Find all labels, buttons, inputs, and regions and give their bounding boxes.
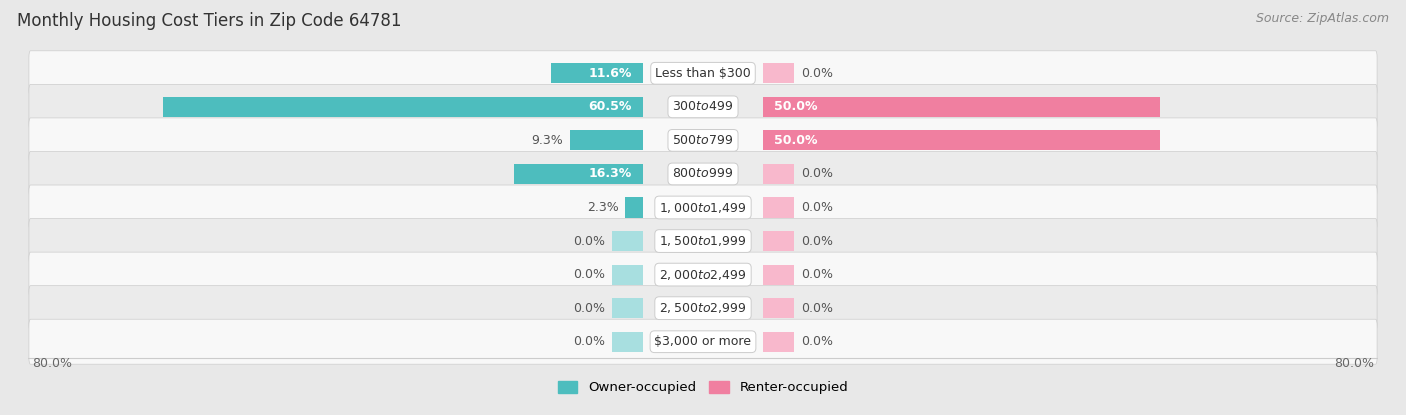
- Bar: [762, 63, 794, 83]
- FancyBboxPatch shape: [30, 319, 1376, 364]
- Text: 0.0%: 0.0%: [800, 201, 832, 214]
- Text: $2,000 to $2,499: $2,000 to $2,499: [659, 268, 747, 282]
- Text: Monthly Housing Cost Tiers in Zip Code 64781: Monthly Housing Cost Tiers in Zip Code 6…: [17, 12, 401, 30]
- FancyBboxPatch shape: [30, 51, 1376, 96]
- Text: 0.0%: 0.0%: [800, 268, 832, 281]
- Text: 0.0%: 0.0%: [574, 302, 606, 315]
- Bar: [551, 63, 644, 83]
- FancyBboxPatch shape: [30, 252, 1376, 297]
- Text: 0.0%: 0.0%: [800, 67, 832, 80]
- Text: $500 to $799: $500 to $799: [672, 134, 734, 147]
- Text: 0.0%: 0.0%: [800, 234, 832, 248]
- FancyBboxPatch shape: [30, 84, 1376, 129]
- Bar: [762, 332, 794, 352]
- Bar: [515, 164, 644, 184]
- Bar: [762, 130, 1160, 151]
- FancyBboxPatch shape: [30, 219, 1376, 264]
- Text: 11.6%: 11.6%: [588, 67, 631, 80]
- Bar: [612, 264, 644, 285]
- Text: 0.0%: 0.0%: [800, 302, 832, 315]
- FancyBboxPatch shape: [30, 185, 1376, 230]
- FancyBboxPatch shape: [30, 118, 1376, 163]
- Text: 60.5%: 60.5%: [588, 100, 631, 113]
- Bar: [762, 264, 794, 285]
- Text: $1,000 to $1,499: $1,000 to $1,499: [659, 200, 747, 215]
- Text: 50.0%: 50.0%: [775, 134, 818, 147]
- Text: 0.0%: 0.0%: [574, 268, 606, 281]
- Bar: [762, 298, 794, 318]
- Text: 0.0%: 0.0%: [574, 234, 606, 248]
- Text: 16.3%: 16.3%: [588, 167, 631, 181]
- Text: $800 to $999: $800 to $999: [672, 167, 734, 181]
- Text: $1,500 to $1,999: $1,500 to $1,999: [659, 234, 747, 248]
- FancyBboxPatch shape: [30, 151, 1376, 196]
- Legend: Owner-occupied, Renter-occupied: Owner-occupied, Renter-occupied: [553, 376, 853, 400]
- Text: $2,500 to $2,999: $2,500 to $2,999: [659, 301, 747, 315]
- Text: 0.0%: 0.0%: [800, 167, 832, 181]
- Bar: [626, 198, 644, 217]
- Text: 9.3%: 9.3%: [531, 134, 564, 147]
- Bar: [762, 198, 794, 217]
- Text: 0.0%: 0.0%: [800, 335, 832, 348]
- Text: 2.3%: 2.3%: [588, 201, 619, 214]
- Text: 80.0%: 80.0%: [1334, 357, 1374, 370]
- Bar: [762, 164, 794, 184]
- Bar: [762, 231, 794, 251]
- Text: 50.0%: 50.0%: [775, 100, 818, 113]
- Bar: [163, 97, 644, 117]
- Text: Less than $300: Less than $300: [655, 67, 751, 80]
- Text: $300 to $499: $300 to $499: [672, 100, 734, 113]
- Bar: [762, 97, 1160, 117]
- Bar: [612, 298, 644, 318]
- Text: $3,000 or more: $3,000 or more: [655, 335, 751, 348]
- Text: 80.0%: 80.0%: [32, 357, 72, 370]
- Text: Source: ZipAtlas.com: Source: ZipAtlas.com: [1256, 12, 1389, 25]
- Bar: [612, 231, 644, 251]
- FancyBboxPatch shape: [30, 286, 1376, 331]
- Bar: [612, 332, 644, 352]
- Bar: [569, 130, 644, 151]
- Text: 0.0%: 0.0%: [574, 335, 606, 348]
